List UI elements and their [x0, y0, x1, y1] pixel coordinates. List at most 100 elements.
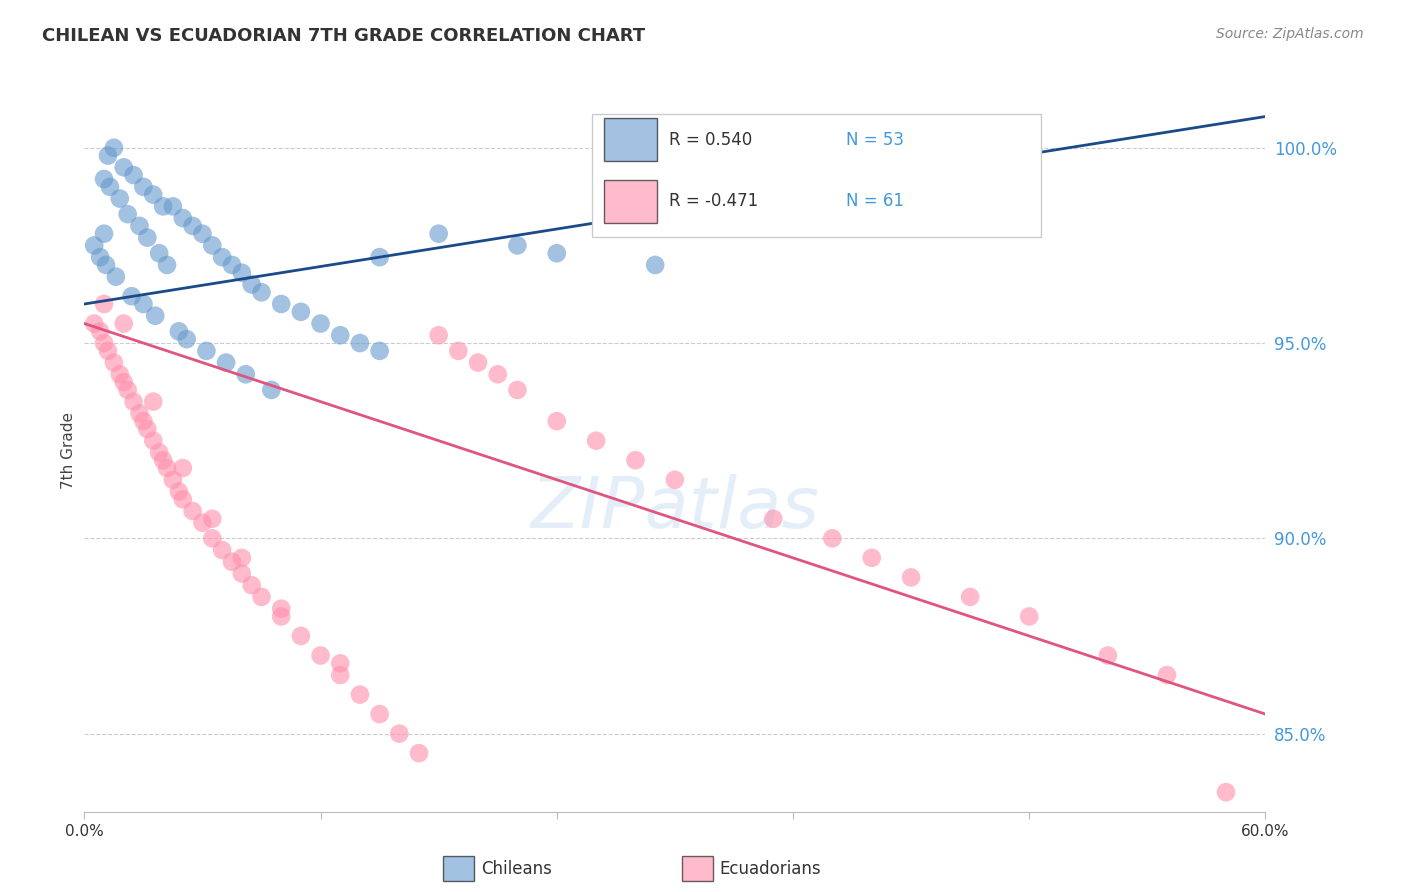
Text: R = -0.471: R = -0.471: [669, 192, 758, 211]
Point: [467, 355, 489, 369]
Point: [112, 161, 135, 175]
Point: [211, 543, 233, 558]
Point: [112, 375, 135, 389]
Point: [104, 269, 127, 284]
Point: [585, 434, 607, 448]
Point: [270, 601, 292, 615]
Point: [231, 550, 253, 565]
Point: [546, 414, 568, 428]
Point: [167, 324, 190, 338]
Point: [83, 317, 105, 331]
Text: Source: ZipAtlas.com: Source: ZipAtlas.com: [1216, 27, 1364, 41]
Point: [93, 172, 115, 186]
Point: [117, 383, 139, 397]
Point: [900, 161, 922, 175]
Point: [270, 609, 292, 624]
Point: [329, 328, 352, 343]
Point: [142, 434, 165, 448]
Point: [368, 250, 391, 264]
Point: [98, 179, 121, 194]
Point: [546, 246, 568, 260]
Point: [172, 211, 194, 225]
Point: [93, 297, 115, 311]
Text: N = 61: N = 61: [846, 192, 904, 211]
Point: [290, 305, 312, 319]
Point: [162, 473, 184, 487]
Point: [108, 368, 131, 382]
Point: [167, 484, 190, 499]
Text: Chileans: Chileans: [481, 860, 551, 878]
Point: [152, 199, 174, 213]
Point: [860, 550, 883, 565]
Point: [427, 227, 450, 241]
Point: [506, 383, 529, 397]
Point: [172, 461, 194, 475]
Point: [97, 148, 120, 162]
Point: [156, 258, 179, 272]
FancyBboxPatch shape: [605, 118, 657, 161]
Point: [231, 266, 253, 280]
Point: [506, 238, 529, 252]
Point: [93, 227, 115, 241]
Y-axis label: 7th Grade: 7th Grade: [60, 412, 76, 489]
Point: [191, 227, 214, 241]
Point: [128, 406, 150, 420]
Point: [408, 746, 430, 760]
Point: [148, 445, 170, 459]
Point: [762, 512, 785, 526]
Point: [201, 238, 224, 252]
Point: [250, 590, 273, 604]
Point: [132, 297, 155, 311]
Point: [1156, 668, 1178, 682]
Point: [201, 512, 224, 526]
Point: [89, 324, 111, 338]
Text: CHILEAN VS ECUADORIAN 7TH GRADE CORRELATION CHART: CHILEAN VS ECUADORIAN 7TH GRADE CORRELAT…: [42, 27, 645, 45]
Point: [94, 258, 117, 272]
Point: [250, 285, 273, 300]
Text: ZIPatlas: ZIPatlas: [530, 474, 820, 542]
Point: [148, 246, 170, 260]
Point: [821, 532, 844, 546]
Point: [1215, 785, 1237, 799]
Point: [309, 648, 332, 663]
Point: [136, 422, 159, 436]
Text: N = 53: N = 53: [846, 131, 904, 149]
Point: [260, 383, 283, 397]
Point: [215, 355, 238, 369]
Point: [156, 461, 179, 475]
Point: [221, 258, 243, 272]
Point: [103, 141, 125, 155]
Point: [349, 688, 371, 702]
Point: [172, 492, 194, 507]
Point: [142, 187, 165, 202]
Point: [821, 172, 844, 186]
Point: [122, 394, 145, 409]
Point: [1097, 648, 1119, 663]
Point: [240, 578, 263, 592]
Point: [427, 328, 450, 343]
Point: [664, 473, 686, 487]
Point: [447, 343, 470, 358]
Point: [108, 192, 131, 206]
Point: [329, 657, 352, 671]
Point: [231, 566, 253, 581]
Point: [195, 343, 218, 358]
Point: [290, 629, 312, 643]
Point: [89, 250, 111, 264]
Point: [221, 555, 243, 569]
Point: [132, 179, 155, 194]
Point: [181, 504, 204, 518]
Point: [201, 532, 224, 546]
Point: [132, 414, 155, 428]
Point: [117, 207, 139, 221]
Point: [349, 336, 371, 351]
Point: [176, 332, 198, 346]
Point: [103, 355, 125, 369]
Text: R = 0.540: R = 0.540: [669, 131, 752, 149]
Point: [644, 258, 666, 272]
Point: [136, 230, 159, 244]
Point: [162, 199, 184, 213]
Text: Ecuadorians: Ecuadorians: [720, 860, 821, 878]
Point: [368, 343, 391, 358]
Point: [112, 317, 135, 331]
